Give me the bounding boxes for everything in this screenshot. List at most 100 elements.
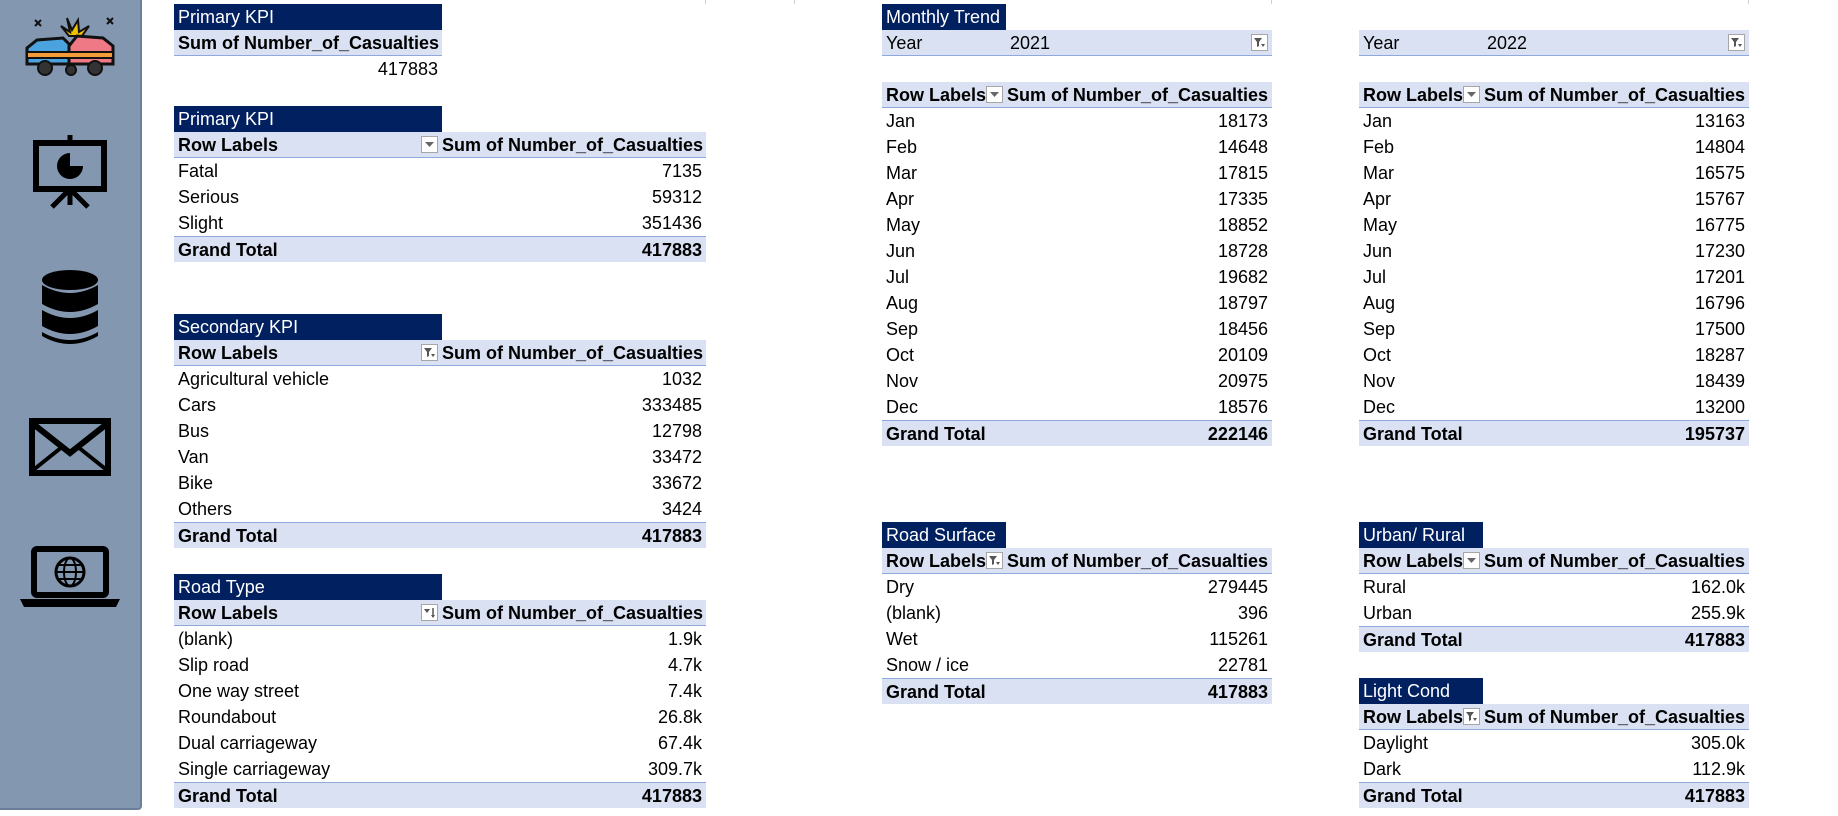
grand-total-row: Grand Total 417883 <box>1359 626 1749 652</box>
pivot-title: Primary KPI <box>174 106 442 132</box>
pivot-header-row: Row Labels Sum of Number_of_Casualties <box>882 548 1272 574</box>
pivot-header-row: Row Labels Sum of Number_of_Casualties <box>174 132 706 158</box>
table-row: Dec 13200 <box>1363 397 1745 417</box>
pivot-secondary-kpi: Secondary KPI Row Labels Sum of Number_o… <box>174 314 706 548</box>
dropdown-arrow-icon[interactable] <box>1463 86 1481 103</box>
pivot-title: Secondary KPI <box>174 314 442 340</box>
table-row: Apr 15767 <box>1363 189 1745 209</box>
spacer-row <box>1359 56 1749 82</box>
sort-icon[interactable] <box>421 604 438 621</box>
pivot-monthly-trend-2022: Year 2022 Row Labels Sum of Number_of_Ca… <box>1359 30 1749 446</box>
car-crash-icon[interactable] <box>0 14 140 80</box>
filter-icon[interactable] <box>1463 708 1481 725</box>
pivot-body: Dry 279445 (blank) 396 Wet 115261 Snow / ic… <box>882 574 1272 678</box>
row-labels-header: Row Labels <box>882 548 1006 573</box>
values-header: Sum of Number_of_Casualties <box>1006 551 1268 571</box>
year-filter[interactable]: 2022 <box>1483 30 1749 55</box>
pivot-header-row: Sum of Number_of_Casualties <box>174 30 442 56</box>
pivot-title: Road Type <box>174 574 442 600</box>
table-row: Jul 19682 <box>886 267 1268 287</box>
grand-total-row: Grand Total 417883 <box>174 782 706 808</box>
filter-icon[interactable] <box>1251 34 1268 51</box>
table-row: Oct 20109 <box>886 345 1268 365</box>
values-header: Sum of Number_of_Casualties <box>1006 85 1268 105</box>
table-row: Dec 18576 <box>886 397 1268 417</box>
table-row: One way street 7.4k <box>178 681 702 701</box>
table-row: Bike 33672 <box>178 473 702 493</box>
filter-icon[interactable] <box>1728 34 1745 51</box>
table-row: Jun 18728 <box>886 241 1268 261</box>
row-labels-header: Row Labels <box>174 600 442 625</box>
pivot-header-row: Row Labels Sum of Number_of_Casualties <box>1359 548 1749 574</box>
filter-label: Year <box>886 32 923 53</box>
pivot-primary-kpi-severity: Primary KPI Row Labels Sum of Number_of_… <box>174 106 706 262</box>
year-filter-row: Year 2021 <box>882 30 1272 56</box>
table-row: Feb 14648 <box>886 137 1268 157</box>
table-row: Apr 17335 <box>886 189 1268 209</box>
envelope-icon[interactable] <box>0 417 140 477</box>
pivot-title: Road Surface <box>882 522 1006 548</box>
filter-icon[interactable] <box>986 552 1004 569</box>
table-row: Dry 279445 <box>886 577 1268 597</box>
dropdown-arrow-icon[interactable] <box>421 136 438 153</box>
table-row: Single carriageway 309.7k <box>178 759 702 779</box>
table-row: Rural 162.0k <box>1363 577 1745 597</box>
table-row: (blank) 396 <box>886 603 1268 623</box>
table-row: Dark 112.9k <box>1363 759 1745 779</box>
pivot-urban-rural: Urban/ Rural Row Labels Sum of Number_of… <box>1359 522 1749 652</box>
pivot-body: Daylight 305.0k Dark 112.9k <box>1359 730 1749 782</box>
table-row: Nov 20975 <box>886 371 1268 391</box>
table-row: Serious 59312 <box>178 187 702 207</box>
table-row: Fatal 7135 <box>178 161 702 181</box>
grand-total-row: Grand Total 417883 <box>174 236 706 262</box>
pivot-header-row: Row Labels Sum of Number_of_Casualties <box>882 82 1272 108</box>
pivot-value-row: 417883 <box>174 56 442 82</box>
table-row: Bus 12798 <box>178 421 702 441</box>
table-row: Aug 18797 <box>886 293 1268 313</box>
dropdown-arrow-icon[interactable] <box>986 86 1004 103</box>
pivot-road-type: Road Type Row Labels Sum of Number_of_Ca… <box>174 574 706 808</box>
table-row: May 18852 <box>886 215 1268 235</box>
grand-total-row: Grand Total 417883 <box>1359 782 1749 808</box>
dropdown-arrow-icon[interactable] <box>1463 552 1481 569</box>
pivot-header-row: Row Labels Sum of Number_of_Casualties <box>174 340 706 366</box>
pivot-body: Fatal 7135 Serious 59312 Slight 351436 <box>174 158 706 236</box>
table-row: Aug 16796 <box>1363 293 1745 313</box>
table-row: Slip road 4.7k <box>178 655 702 675</box>
grand-total-row: Grand Total 417883 <box>174 522 706 548</box>
table-row: Wet 115261 <box>886 629 1268 649</box>
pivot-header-row: Row Labels Sum of Number_of_Casualties <box>1359 704 1749 730</box>
pivot-title: Primary KPI <box>174 4 442 30</box>
table-row: Mar 17815 <box>886 163 1268 183</box>
pivot-body: Jan 13163 Feb 14804 Mar 16575 Apr 15767 May 1… <box>1359 108 1749 420</box>
grand-total-row: Grand Total 222146 <box>882 420 1272 446</box>
pivot-light-cond: Light Cond Row Labels Sum of Number_of_C… <box>1359 678 1749 808</box>
values-header: Sum of Number_of_Casualties <box>442 135 704 155</box>
table-row: Mar 16575 <box>1363 163 1745 183</box>
laptop-globe-icon[interactable] <box>0 545 140 609</box>
row-labels-header: Row Labels <box>174 340 442 365</box>
spacer-row <box>882 56 1272 82</box>
pivot-primary-kpi-total: Primary KPI Sum of Number_of_Casualties … <box>174 4 442 82</box>
values-header: Sum of Number_of_Casualties <box>1483 707 1745 727</box>
presentation-chart-icon[interactable] <box>0 133 140 209</box>
pivot-body: Jan 18173 Feb 14648 Mar 17815 Apr 17335 May 1… <box>882 108 1272 420</box>
year-filter[interactable]: 2021 <box>1006 30 1272 55</box>
table-row: Nov 18439 <box>1363 371 1745 391</box>
pivot-body: Rural 162.0k Urban 255.9k <box>1359 574 1749 626</box>
table-row: Cars 333485 <box>178 395 702 415</box>
values-header: Sum of Number_of_Casualties <box>442 343 704 363</box>
pivot-title: Light Cond <box>1359 678 1483 704</box>
database-icon[interactable] <box>0 268 140 348</box>
table-row: Roundabout 26.8k <box>178 707 702 727</box>
table-row: Jan 18173 <box>886 111 1268 131</box>
table-row: Daylight 305.0k <box>1363 733 1745 753</box>
grand-total-row: Grand Total 195737 <box>1359 420 1749 446</box>
table-row: Jan 13163 <box>1363 111 1745 131</box>
pivot-title: Monthly Trend <box>882 4 1006 30</box>
pivot-body: Agricultural vehicle 1032 Cars 333485 Bus 1… <box>174 366 706 522</box>
filter-icon[interactable] <box>421 344 438 361</box>
year-filter-row: Year 2022 <box>1359 30 1749 56</box>
row-labels-header: Row Labels <box>882 82 1006 107</box>
row-labels-header: Row Labels <box>1359 704 1483 729</box>
